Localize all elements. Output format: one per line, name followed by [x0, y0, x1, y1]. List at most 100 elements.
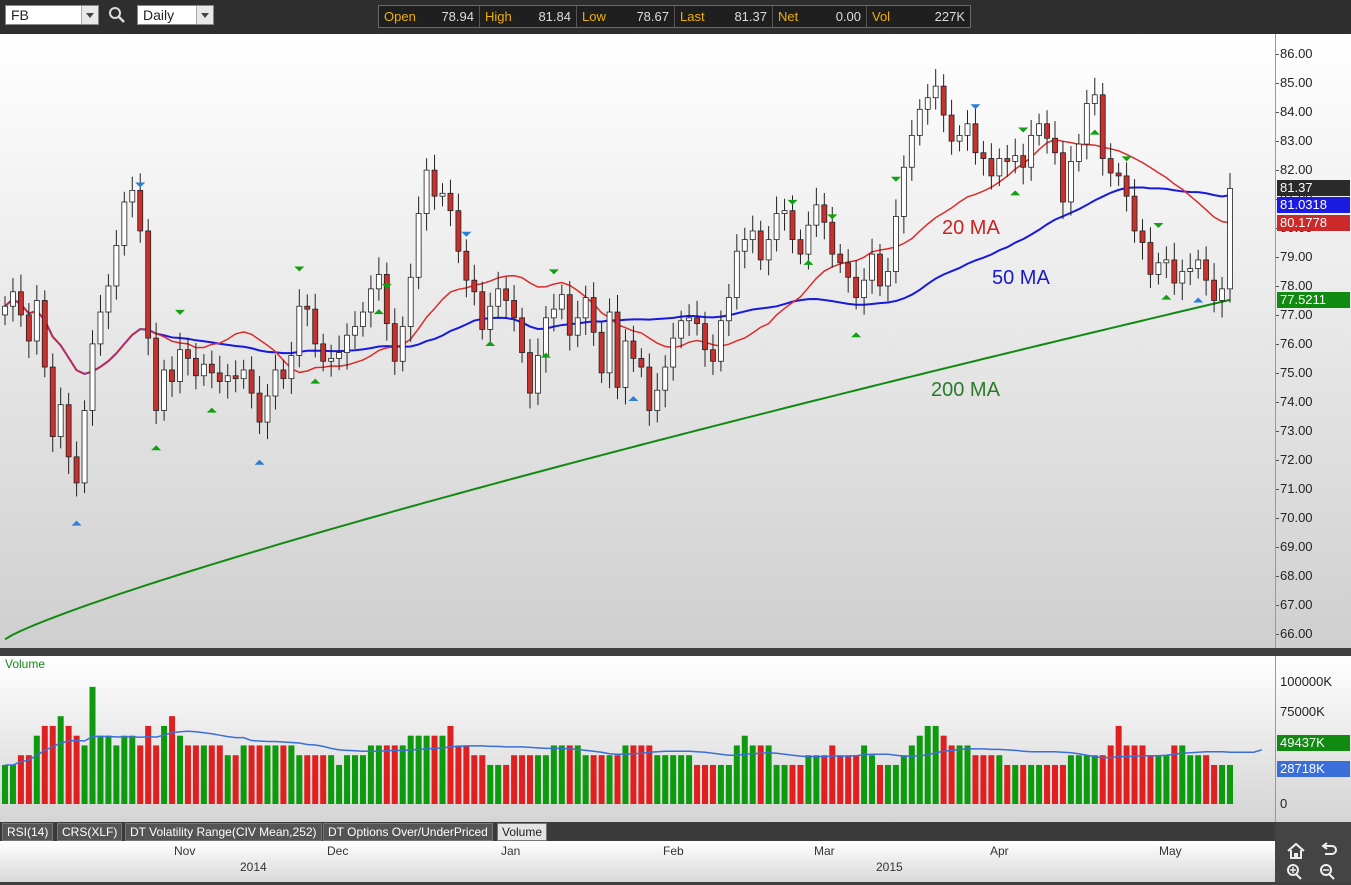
candle-body [1075, 143, 1082, 162]
volume-chart[interactable]: Volume [0, 656, 1275, 822]
candle-body [511, 300, 517, 319]
quote-open: Open 78.94 [379, 6, 480, 27]
candle-body [670, 337, 677, 368]
volume-bar [702, 764, 708, 804]
candle-body [1171, 259, 1178, 284]
candle-body [264, 395, 271, 423]
volume-bar [407, 735, 414, 804]
volume-bar [232, 755, 239, 804]
candle-body [718, 320, 724, 362]
price-chart[interactable]: 20 MA 50 MA 200 MA [0, 34, 1275, 648]
candle-body [1083, 103, 1090, 145]
indicator-tabs: RSI(14) CRS(XLF) DT Volatility Range(CIV M… [0, 822, 1275, 841]
volume-bar [773, 764, 780, 804]
zoom-in-icon[interactable] [1286, 864, 1304, 880]
volume-bar [749, 745, 756, 804]
pivot-high-marker [381, 283, 392, 289]
interval-dropdown-icon[interactable] [196, 6, 213, 24]
volume-bar [996, 755, 1003, 804]
pivot-low-marker [1161, 294, 1172, 300]
volume-bar [916, 735, 923, 804]
candle-body [41, 300, 48, 368]
year-label: 2015 [876, 860, 903, 874]
volume-bar [184, 745, 191, 804]
volume-bar [280, 745, 287, 804]
undo-icon[interactable] [1319, 842, 1339, 860]
candle-body [208, 363, 215, 374]
price-tick-label: 86.00 [1280, 46, 1313, 62]
candle-body [558, 294, 565, 310]
search-icon[interactable] [108, 6, 126, 24]
candle-body [1012, 155, 1019, 162]
volume-bar [177, 735, 183, 804]
quote-label: Vol [872, 9, 891, 24]
candle-body [137, 189, 144, 232]
zoom-out-icon[interactable] [1319, 864, 1337, 880]
quote-last: Last 81.37 [675, 6, 773, 27]
volume-bar [789, 764, 796, 804]
volume-bar [622, 745, 629, 804]
price-tick [1276, 401, 1279, 403]
candle-body [1004, 158, 1011, 162]
pane-divider[interactable] [0, 648, 1351, 656]
volume-bar [1028, 764, 1035, 804]
trough-marker [628, 396, 639, 402]
candle-body [606, 311, 613, 374]
candle-body [940, 85, 947, 116]
symbol-dropdown-icon[interactable] [81, 6, 98, 24]
price-tick [1276, 575, 1279, 577]
candle-body [1107, 158, 1114, 174]
quote-net: Net 0.00 [773, 6, 867, 27]
volume-bar [694, 764, 701, 804]
pivot-high-marker [787, 199, 798, 205]
volume-bar [725, 764, 732, 804]
annotation-200ma: 200 MA [931, 379, 1000, 401]
quote-label: Open [384, 9, 416, 24]
volume-bar [431, 735, 438, 804]
candle-body [248, 369, 255, 394]
candle-body [33, 300, 40, 342]
volume-bar [1171, 745, 1178, 804]
pivot-high-marker [548, 269, 559, 275]
candle-body [988, 158, 995, 177]
candle-body [861, 279, 867, 298]
volume-bar [169, 716, 176, 804]
volume-bar [821, 755, 828, 804]
candle-body [741, 239, 748, 252]
pivot-low-marker [310, 378, 321, 384]
volume-bar [582, 755, 589, 804]
candle-body [980, 152, 987, 159]
candle-body [614, 311, 621, 388]
candle-body [877, 253, 883, 287]
volume-bar [439, 735, 446, 804]
volume-bar [304, 755, 311, 804]
volume-bar [900, 755, 907, 804]
candle-body [153, 337, 160, 411]
volume-bar [264, 745, 271, 804]
volume-bar [65, 725, 72, 804]
volume-bar [1123, 745, 1130, 804]
volume-bar [1099, 755, 1106, 804]
tab-2[interactable]: CRS(XLF) [57, 823, 123, 841]
candle-body [821, 204, 828, 223]
quote-label: High [485, 9, 512, 24]
quote-value: 78.67 [636, 9, 669, 24]
symbol-input[interactable]: FB [5, 5, 99, 25]
home-icon[interactable] [1286, 842, 1306, 860]
candle-body [749, 230, 756, 241]
volume-bar [630, 745, 637, 804]
candle-body [797, 239, 804, 255]
price-tick [1276, 633, 1279, 635]
candle-body [129, 189, 136, 203]
quote-value: 227K [934, 9, 965, 24]
candle-body [678, 320, 685, 339]
tab-1[interactable]: RSI(14) [2, 823, 54, 841]
volume-bar [932, 725, 939, 804]
tab-5[interactable]: Volume [497, 823, 548, 841]
tab-4[interactable]: DT Options Over/UnderPriced [323, 823, 493, 841]
volume-bar [869, 755, 876, 804]
volume-bar [614, 755, 621, 804]
tab-3[interactable]: DT Volatility Range(CIV Mean,252) [125, 823, 322, 841]
candle-body [232, 375, 239, 380]
interval-select[interactable]: Daily [137, 5, 214, 25]
